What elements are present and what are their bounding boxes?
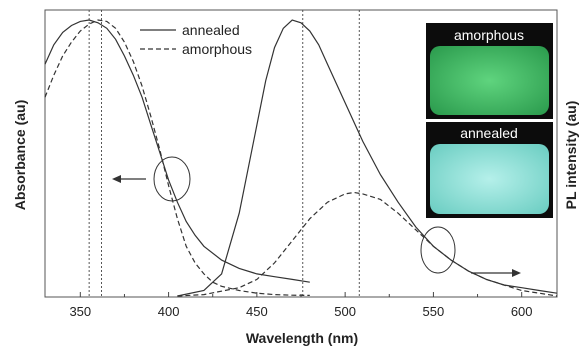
y-axis-title-left: Absorbance (au) (12, 100, 28, 210)
x-tick-label-400: 400 (158, 304, 180, 319)
photo-annealed-sample (430, 144, 549, 214)
series-pl-annealed (177, 19, 558, 297)
photo-annealed: annealed (426, 122, 553, 218)
x-tick-label-600: 600 (511, 304, 533, 319)
series-pl-amorphous (177, 191, 558, 297)
y-axis-title-right: PL intensity (au) (563, 101, 579, 210)
photo-amorphous-label: amorphous (454, 27, 524, 43)
series-absorbance-annealed (44, 19, 310, 283)
x-tick-label-500: 500 (334, 304, 356, 319)
x-tick-label-350: 350 (69, 304, 91, 319)
photo-annealed-label: annealed (460, 125, 518, 141)
curves (44, 19, 558, 297)
x-tick-label-450: 450 (246, 304, 268, 319)
legend-label-amorphous: amorphous (182, 41, 252, 57)
x-axis-ticks: 350 400 450 500 550 600 (69, 292, 533, 319)
photo-amorphous-sample (430, 46, 549, 115)
photo-amorphous: amorphous (426, 23, 553, 119)
arrow-right-icon (471, 269, 521, 277)
legend-label-annealed: annealed (182, 22, 240, 38)
series-absorbance-amorphous (44, 19, 310, 296)
annotation-ellipse-absorbance (153, 156, 191, 202)
legend: annealed amorphous (140, 22, 252, 57)
x-tick-label-550: 550 (423, 304, 445, 319)
annotation-ellipse-pl (420, 226, 456, 274)
arrow-left-icon (112, 175, 146, 183)
x-axis-title: Wavelength (nm) (246, 330, 358, 346)
